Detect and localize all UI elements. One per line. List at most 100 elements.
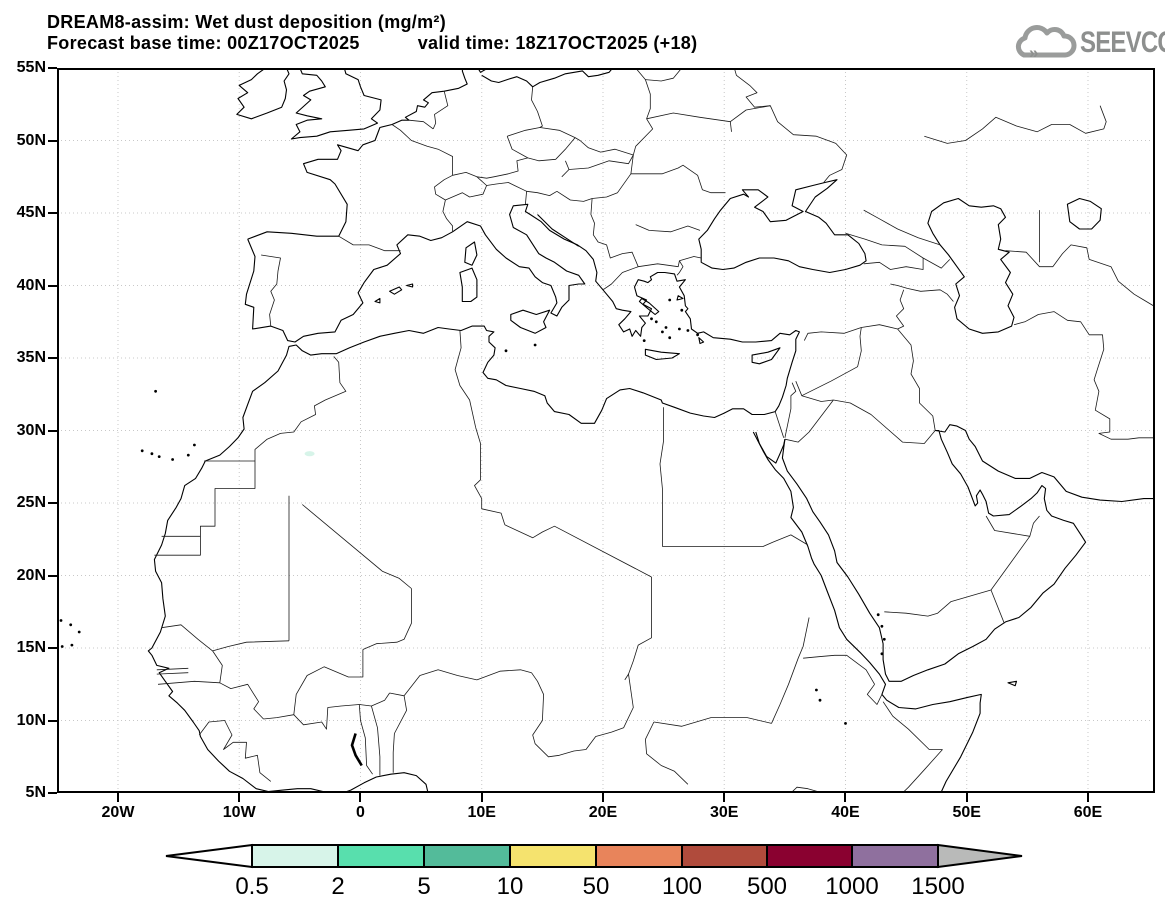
- logo-text: SEEVCCC: [1080, 26, 1165, 59]
- coastline: [755, 431, 786, 464]
- country-border: [432, 91, 449, 130]
- lon-tick-label: 10W: [222, 804, 256, 821]
- country-border: [408, 119, 434, 130]
- small-island: [654, 320, 658, 324]
- small-island: [150, 452, 154, 456]
- country-border: [645, 721, 689, 785]
- small-island: [661, 330, 664, 334]
- lat-tick-label: 30N: [16, 421, 46, 439]
- country-border: [476, 157, 528, 179]
- country-border: [590, 198, 639, 267]
- country-border: [884, 589, 992, 617]
- small-island: [642, 339, 646, 342]
- colorbar-arrow-left: [165, 843, 253, 869]
- country-border: [561, 169, 570, 178]
- country-border: [442, 199, 453, 232]
- country-border: [803, 654, 875, 685]
- small-island: [171, 458, 174, 461]
- lon-tick: [1086, 793, 1089, 802]
- colorbar-segment: [251, 844, 339, 868]
- country-border: [362, 588, 412, 650]
- country-border: [795, 381, 834, 402]
- country-border: [389, 692, 407, 773]
- lat-tick: [48, 647, 57, 649]
- country-border: [774, 411, 785, 438]
- small-island: [504, 349, 508, 353]
- small-island: [154, 389, 157, 393]
- country-border: [662, 534, 809, 547]
- lon-tick-label: 10E: [467, 804, 496, 821]
- lat-tick-label: 25N: [16, 494, 46, 511]
- country-border: [784, 382, 797, 438]
- country-border: [302, 504, 412, 589]
- coastline-closed: [1007, 680, 1018, 687]
- colorbar-tick-label: 5: [417, 873, 430, 900]
- coastline: [537, 214, 579, 247]
- country-border: [1013, 311, 1153, 440]
- coastline-closed: [698, 179, 867, 274]
- colorbar-segment: [681, 844, 768, 868]
- country-border: [784, 399, 834, 443]
- cloud-logo-icon: »: [1015, 25, 1077, 62]
- lat-tick-label: 55N: [16, 59, 46, 76]
- small-island: [193, 443, 196, 447]
- lon-tick: [601, 793, 604, 802]
- country-border: [474, 427, 506, 525]
- lat-tick: [48, 357, 57, 359]
- country-border: [985, 515, 1030, 537]
- colorbar: 0.5 2 5 10 50 100 500 1000 1500: [165, 843, 1023, 900]
- lat-tick-label: 35N: [16, 349, 46, 366]
- lon-tick: [116, 793, 119, 802]
- country-border: [602, 256, 702, 291]
- lat-tick: [48, 429, 57, 432]
- lon-tick-label: 50E: [952, 804, 981, 821]
- country-border: [1005, 244, 1153, 306]
- coastline-closed: [644, 348, 680, 361]
- colorbar-segment: [423, 844, 511, 868]
- country-border: [645, 70, 681, 82]
- coastline-closed: [927, 197, 1015, 334]
- small-island: [140, 449, 144, 453]
- lon-tick: [359, 793, 362, 802]
- country-border: [154, 536, 201, 556]
- lat-tick-label: 5N: [25, 784, 46, 801]
- country-border: [730, 105, 848, 183]
- coastline-closed: [236, 70, 290, 120]
- small-island: [882, 637, 886, 641]
- small-island: [678, 327, 681, 331]
- country-border: [506, 127, 576, 162]
- forecast-base-time: Forecast base time: 00Z17OCT2025: [47, 33, 360, 53]
- country-border: [161, 624, 213, 652]
- country-border: [803, 289, 905, 341]
- country-border: [525, 191, 527, 205]
- country-border: [391, 124, 453, 176]
- country-border: [734, 70, 771, 108]
- lat-tick: [48, 67, 57, 69]
- coastline: [346, 772, 429, 791]
- small-island: [60, 645, 64, 648]
- country-border: [801, 327, 862, 397]
- coastline-closed: [459, 267, 478, 303]
- country-border: [630, 164, 726, 194]
- small-island: [650, 317, 653, 321]
- country-border: [198, 720, 272, 782]
- small-island: [880, 624, 884, 628]
- small-island: [818, 698, 822, 702]
- lon-tick-label: 40E: [831, 804, 860, 821]
- lat-tick: [48, 574, 57, 577]
- country-border: [565, 154, 634, 170]
- country-border: [903, 749, 943, 791]
- coastline: [781, 424, 1153, 682]
- country-border: [156, 667, 189, 671]
- lon-tick-label: 20E: [588, 804, 618, 821]
- lat-tick: [48, 792, 57, 794]
- small-island: [664, 326, 668, 329]
- lat-tick: [48, 502, 57, 504]
- country-border: [263, 692, 390, 730]
- country-border: [156, 672, 189, 675]
- colorbar-segment: [337, 844, 425, 868]
- valid-time: valid time: 18Z17OCT2025 (+18): [417, 33, 698, 53]
- small-island: [680, 308, 684, 312]
- lake: [350, 733, 363, 767]
